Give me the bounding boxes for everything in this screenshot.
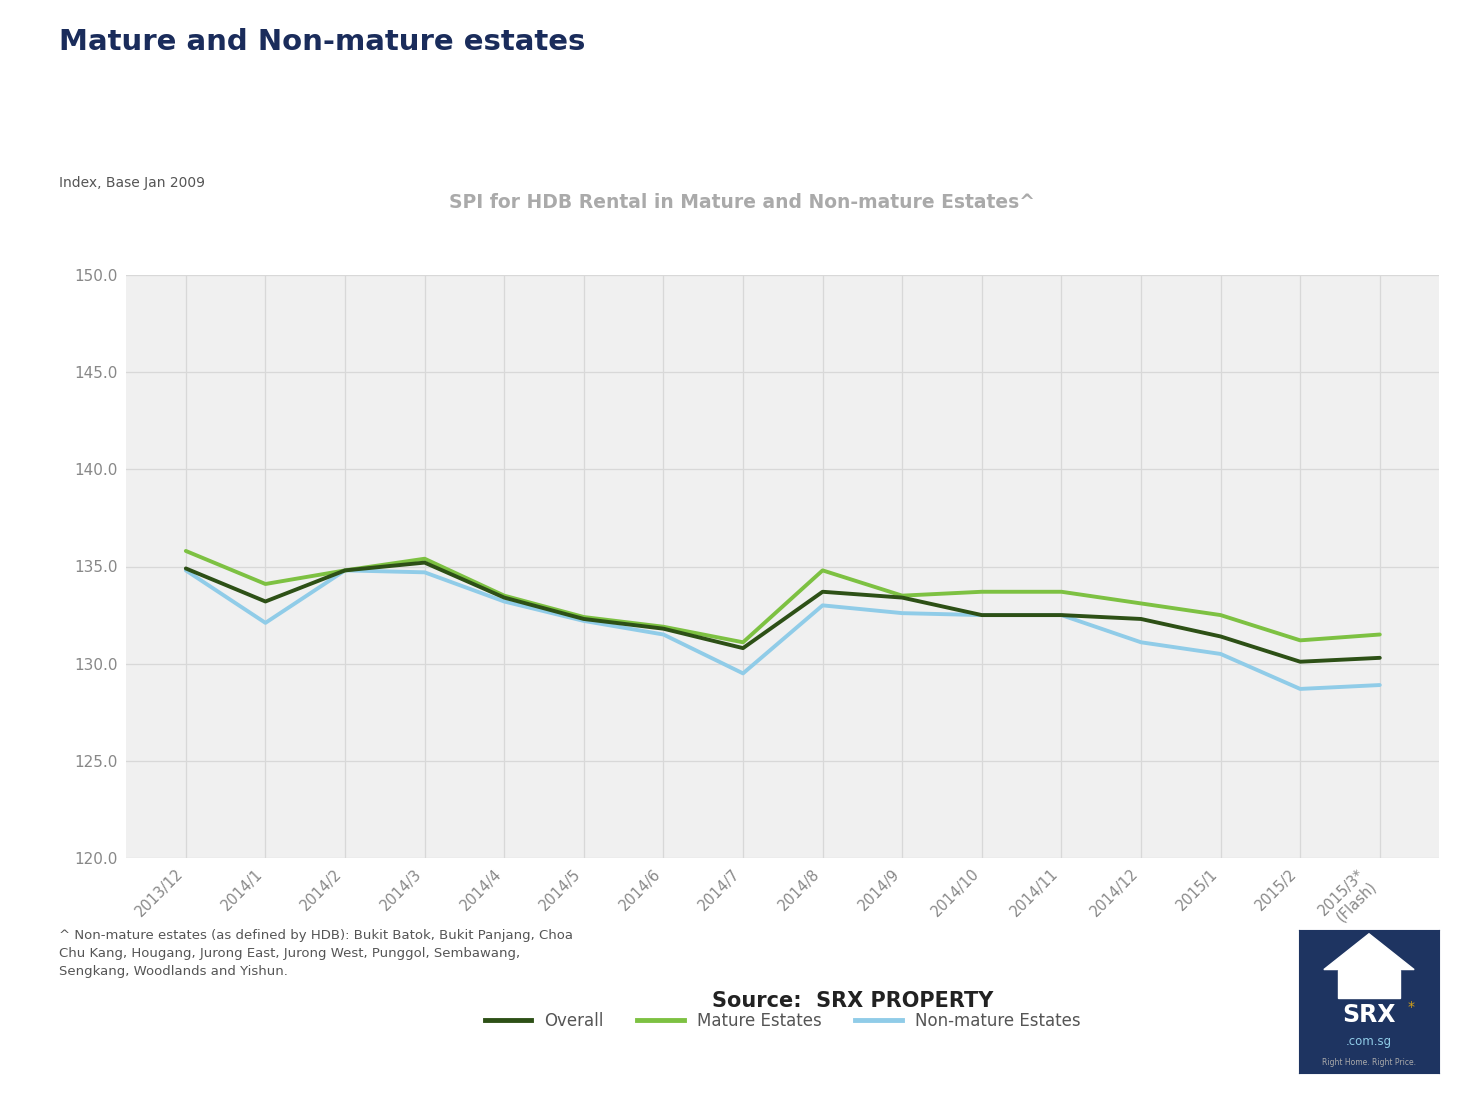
Text: *: *	[1408, 1000, 1414, 1014]
Text: SPI for HDB Rental in Mature and Non-mature Estates^: SPI for HDB Rental in Mature and Non-mat…	[450, 192, 1034, 211]
Legend: Overall, Mature Estates, Non-mature Estates: Overall, Mature Estates, Non-mature Esta…	[478, 1005, 1088, 1036]
Text: .com.sg: .com.sg	[1346, 1034, 1392, 1047]
Text: SRX: SRX	[1342, 1003, 1396, 1027]
Text: Mature and Non-mature estates: Mature and Non-mature estates	[59, 28, 586, 55]
Text: Source:  SRX PROPERTY: Source: SRX PROPERTY	[712, 991, 994, 1011]
Text: Right Home. Right Price.: Right Home. Right Price.	[1322, 1058, 1416, 1067]
Polygon shape	[1324, 934, 1414, 969]
Text: Index, Base Jan 2009: Index, Base Jan 2009	[59, 176, 205, 190]
Text: ^ Non-mature estates (as defined by HDB): Bukit Batok, Bukit Panjang, Choa
Chu K: ^ Non-mature estates (as defined by HDB)…	[59, 930, 573, 979]
Bar	[1339, 969, 1399, 998]
